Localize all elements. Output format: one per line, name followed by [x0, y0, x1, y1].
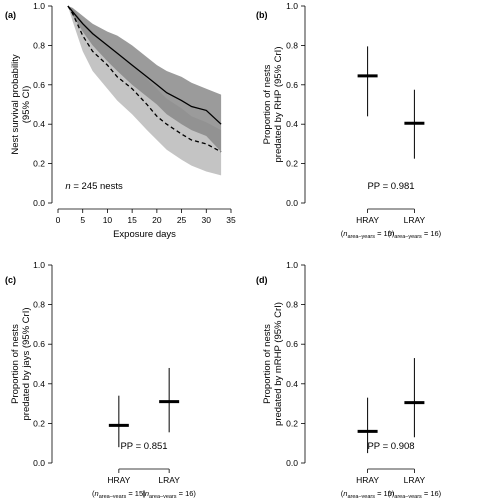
sample-size-label: (narea–years = 16): [142, 489, 196, 498]
x-tick-label: 35: [226, 215, 236, 225]
y-axis-label: predated by mRHP (95% CrI): [273, 302, 284, 426]
y-tick-label: 1.0: [33, 260, 45, 270]
y-tick-label: 0.4: [33, 379, 45, 389]
y-tick-label: 1.0: [286, 260, 298, 270]
y-tick-label: 0.4: [33, 119, 45, 129]
x-tick-label: 5: [80, 215, 85, 225]
sample-size-label: (narea–years = 15): [341, 229, 395, 240]
panel-d: (d) Proportion of nests predated by mRHP (…: [256, 260, 442, 498]
sample-size-label: (narea–years = 16): [388, 489, 442, 498]
panel-tag: (a): [5, 10, 16, 20]
y-axis: 0.0 0.2 0.4 0.6 0.8 1.0: [286, 1, 306, 208]
series-line-dashed: [67, 5, 222, 153]
y-tick-label: 0.8: [286, 40, 298, 50]
y-axis: 0.0 0.2 0.4 0.6 0.8 1.0: [33, 1, 53, 208]
x-tick-label: LRAY: [158, 475, 180, 485]
y-tick-label: 0.6: [286, 80, 298, 90]
y-tick-label: 0.4: [286, 119, 298, 129]
y-tick-label: 0.8: [286, 300, 298, 310]
y-axis-label: predated by RHP (95% CrI): [273, 47, 284, 163]
y-tick-label: 0.6: [33, 339, 45, 349]
y-tick-label: 0.2: [286, 159, 298, 169]
panel-tag: (b): [256, 10, 268, 20]
x-tick-label: HRAY: [356, 475, 379, 485]
y-tick-label: 0.2: [286, 418, 298, 428]
y-tick-label: 0.6: [286, 339, 298, 349]
y-tick-label: 0.4: [286, 379, 298, 389]
y-tick-label: 0.6: [33, 80, 45, 90]
panel-tag: (c): [5, 275, 16, 285]
x-tick-label: HRAY: [356, 215, 379, 225]
sample-size-label: (narea–years = 15): [92, 489, 146, 498]
panel-tag: (d): [256, 275, 268, 285]
y-tick-label: 0.0: [33, 198, 45, 208]
y-axis: 0.0 0.2 0.4 0.6 0.8 1.0: [286, 260, 306, 468]
pp-annotation: PP = 0.981: [367, 181, 414, 192]
y-axis-label: Proportion of nests: [262, 324, 273, 404]
y-axis-label: predated by jays (95% CrI): [21, 308, 32, 421]
pp-annotation: PP = 0.851: [120, 441, 167, 452]
x-tick-label: 0: [56, 215, 61, 225]
y-axis-label: Proportion of nests: [10, 324, 21, 404]
sample-size-annotation: n = 245 nests: [65, 181, 123, 192]
y-tick-label: 0.8: [33, 40, 45, 50]
sample-size-label: (narea–years = 16): [388, 229, 442, 240]
x-tick-label: HRAY: [107, 475, 130, 485]
x-tick-label: 20: [152, 215, 162, 225]
x-axis: 0 5 10 15 20 25 30 35: [56, 208, 236, 225]
pp-annotation: PP = 0.908: [367, 441, 414, 452]
y-tick-label: 0.0: [33, 458, 45, 468]
x-tick-label: 30: [202, 215, 212, 225]
x-tick-label: LRAY: [404, 475, 426, 485]
y-tick-label: 0.2: [33, 159, 45, 169]
y-axis-label: Proportion of nests: [262, 64, 273, 144]
y-axis-label: (95% CI): [21, 86, 32, 123]
ci-band-solid: [67, 6, 222, 152]
panel-a: (a)Nest survival probability (95% CI)0.00…: [5, 1, 236, 240]
x-axis-label: Exposure days: [113, 229, 176, 240]
y-tick-label: 1.0: [286, 1, 298, 11]
y-tick-label: 0.0: [286, 198, 298, 208]
x-tick-label: 10: [103, 215, 113, 225]
series-line-solid: [67, 5, 222, 125]
y-tick-label: 0.8: [33, 300, 45, 310]
x-tick-label: LRAY: [404, 215, 426, 225]
sample-size-label: (narea–years = 15): [341, 489, 395, 498]
y-tick-label: 1.0: [33, 1, 45, 11]
y-axis-label: Nest survival probability: [10, 54, 21, 155]
y-axis: 0.0 0.2 0.4 0.6 0.8 1.0: [33, 260, 53, 468]
y-tick-label: 0.2: [33, 418, 45, 428]
y-tick-label: 0.0: [286, 458, 298, 468]
panel-c: (c) Proportion of nests predated by jays (…: [5, 260, 196, 498]
panel-b: (b) Proportion of nests predated by RHP (9…: [256, 1, 442, 240]
x-tick-label: 25: [177, 215, 187, 225]
x-tick-label: 15: [127, 215, 137, 225]
